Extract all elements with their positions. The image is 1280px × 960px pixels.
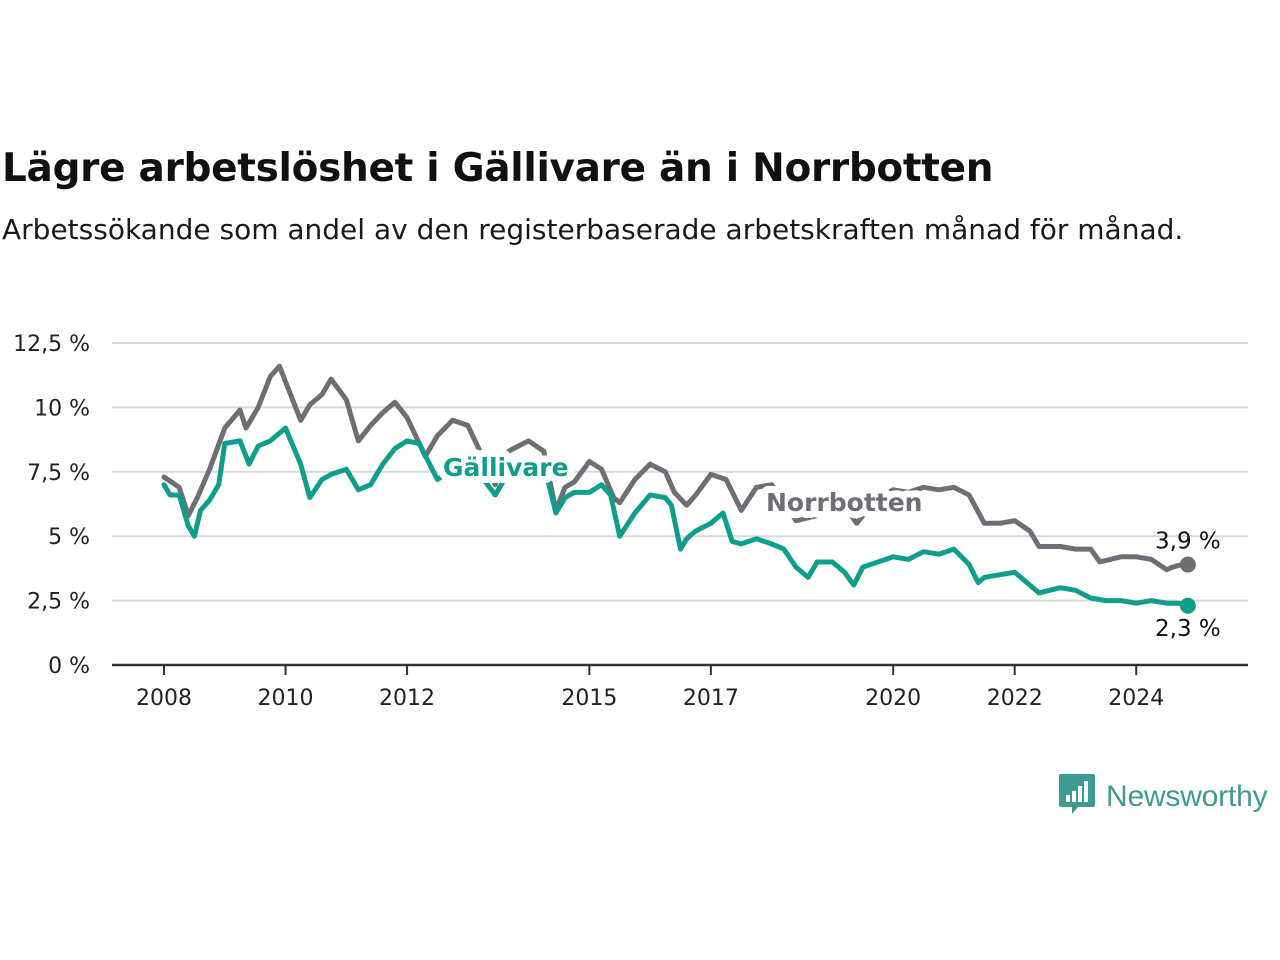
- y-tick-label: 10 %: [34, 396, 90, 421]
- x-axis: 2008 2010 2012 2015 2017 2020 2022 2024: [112, 663, 1248, 711]
- y-tick-label: 2,5 %: [27, 590, 90, 615]
- x-tick-label: 2020: [865, 686, 921, 711]
- x-tick-label: 2010: [258, 686, 314, 711]
- y-tick-label: 7,5 %: [27, 461, 90, 486]
- chart-title: Lägre arbetslöshet i Gällivare än i Norr…: [2, 146, 994, 191]
- series-end-label: 2,3 %: [1155, 616, 1221, 642]
- y-tick-label: 5 %: [48, 525, 90, 550]
- series-line-gallivare: [161, 425, 1191, 609]
- x-tick-label: 2012: [379, 686, 435, 711]
- y-tick-label: 12,5 %: [13, 332, 90, 357]
- series-end-label: 3,9 %: [1155, 529, 1221, 555]
- y-tick-label: 0 %: [48, 654, 90, 679]
- newsworthy-brand-name: Newsworthy: [1106, 779, 1268, 813]
- x-tick-label: 2008: [136, 686, 192, 711]
- newsworthy-logo[interactable]: Newsworthy: [1058, 772, 1268, 821]
- x-tick-label: 2024: [1108, 686, 1164, 711]
- y-axis-tick-labels: 0 % 2,5 % 5 % 7,5 % 10 % 12,5 %: [13, 332, 90, 679]
- series-name-label-gallivare: Gällivare: [443, 453, 569, 482]
- chart-subtitle: Arbetssökande som andel av den registerb…: [2, 213, 1184, 246]
- series-line-norrbotten: [161, 363, 1191, 573]
- series-labels: 3,9 %2,3 %GällivareGällivareNorrbottenNo…: [436, 446, 1221, 642]
- x-tick-label: 2015: [561, 686, 617, 711]
- grid-lines: [112, 342, 1248, 602]
- series-name-label-gallivare-halo: Gällivare: [443, 453, 569, 482]
- series-name-label-norrbotten-halo: Norrbotten: [766, 488, 922, 517]
- series-name-label-norrbotten: Norrbotten: [766, 488, 922, 517]
- series-lines: [161, 363, 1196, 614]
- series-end-marker: [1179, 556, 1196, 573]
- x-tick-label: 2017: [683, 686, 739, 711]
- newsworthy-logo-icon: [1058, 772, 1096, 821]
- series-end-marker: [1179, 597, 1196, 614]
- x-tick-label: 2022: [987, 686, 1043, 711]
